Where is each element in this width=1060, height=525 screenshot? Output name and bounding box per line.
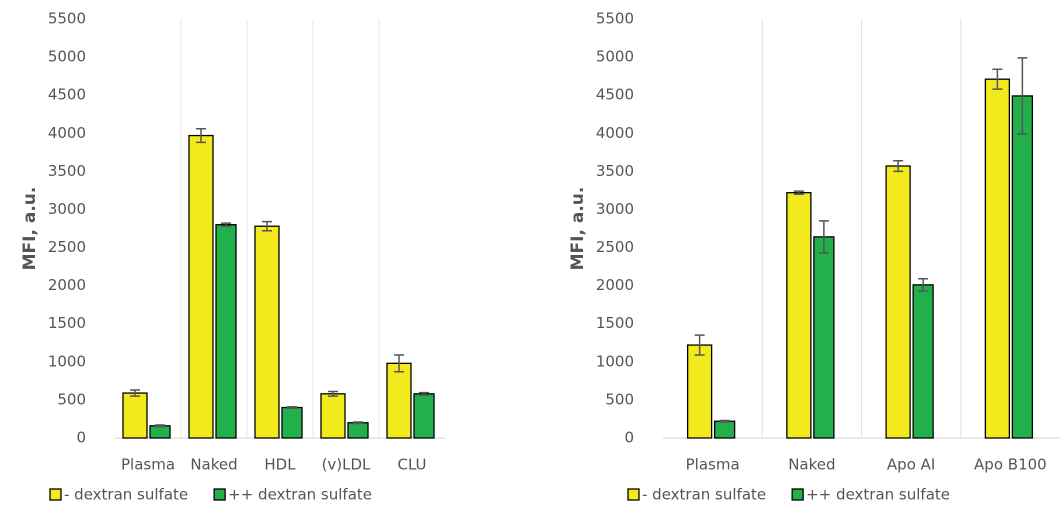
x-tick-label: Naked	[788, 456, 835, 474]
x-tick-label: (v)LDL	[322, 456, 371, 474]
bar	[188, 134, 214, 439]
bar	[215, 224, 237, 439]
x-tick-label: Plasma	[121, 456, 175, 474]
y-tick-label: 5500	[48, 10, 86, 28]
y-tick-label: 2000	[48, 276, 86, 294]
error-bar	[262, 220, 272, 232]
y-tick-label: 5500	[596, 10, 634, 28]
error-bar	[818, 220, 829, 254]
y-tick-label: 5000	[596, 48, 634, 66]
bar	[713, 420, 736, 439]
legend-label: - dextran sulfate	[642, 486, 766, 504]
error-bar	[394, 354, 404, 373]
legend-label: - dextran sulfate	[64, 486, 188, 504]
y-tick-label: 4000	[48, 124, 86, 142]
y-tick-label: 4500	[48, 86, 86, 104]
error-bar	[155, 424, 165, 428]
y-tick-label: 3000	[596, 200, 634, 218]
error-bar	[328, 390, 338, 397]
error-bar	[419, 391, 429, 396]
error-bar	[130, 389, 140, 397]
bar	[786, 192, 812, 439]
error-bar	[221, 222, 231, 227]
y-tick-label: 2000	[596, 276, 634, 294]
bar	[254, 225, 280, 439]
error-bar	[893, 159, 904, 173]
error-bar	[196, 127, 206, 144]
y-tick-label: 5000	[48, 48, 86, 66]
error-bar	[719, 419, 730, 423]
bar	[281, 406, 303, 439]
x-tick-label: CLU	[397, 456, 426, 474]
y-tick-label: 0	[76, 429, 86, 447]
y-tick-label: 3000	[48, 200, 86, 218]
bar	[149, 425, 171, 439]
x-tick-label: Plasma	[686, 456, 740, 474]
legend-swatch	[791, 488, 804, 501]
y-axis-title: MFI, a.u.	[20, 187, 40, 271]
error-bar	[353, 421, 363, 425]
y-axis-title: MFI, a.u.	[568, 187, 588, 271]
y-tick-label: 2500	[48, 238, 86, 256]
y-tick-label: 1000	[596, 352, 634, 370]
error-bar	[694, 334, 705, 356]
x-tick-label: HDL	[264, 456, 296, 474]
error-bar	[918, 278, 929, 292]
y-tick-label: 1000	[48, 352, 86, 370]
bar	[912, 284, 934, 439]
bar	[686, 344, 713, 439]
y-tick-label: 0	[624, 429, 634, 447]
legend-swatch	[49, 488, 62, 501]
y-tick-label: 500	[605, 390, 634, 408]
y-tick-label: 1500	[48, 314, 86, 332]
error-bar	[287, 406, 297, 410]
bar	[347, 422, 369, 439]
bar	[413, 393, 435, 439]
x-tick-label: Apo B100	[974, 456, 1047, 474]
error-bar	[793, 190, 804, 195]
bar	[885, 165, 911, 439]
bar	[1011, 95, 1034, 439]
legend-swatch	[627, 488, 640, 501]
bar	[386, 362, 412, 439]
bar	[320, 393, 346, 439]
x-tick-label: Naked	[190, 456, 237, 474]
legend-label: ++ dextran sulfate	[228, 486, 372, 504]
y-tick-label: 3500	[596, 162, 634, 180]
legend-swatch	[213, 488, 226, 501]
x-tick-label: Apo AI	[887, 456, 935, 474]
bar	[813, 236, 835, 439]
y-tick-label: 4000	[596, 124, 634, 142]
error-bar	[992, 68, 1003, 90]
y-tick-label: 500	[57, 390, 86, 408]
y-tick-label: 1500	[596, 314, 634, 332]
y-tick-label: 4500	[596, 86, 634, 104]
bar	[122, 392, 148, 439]
y-tick-label: 2500	[596, 238, 634, 256]
y-tick-label: 3500	[48, 162, 86, 180]
error-bar	[1017, 57, 1028, 135]
legend-label: ++ dextran sulfate	[806, 486, 950, 504]
bar	[984, 78, 1011, 439]
